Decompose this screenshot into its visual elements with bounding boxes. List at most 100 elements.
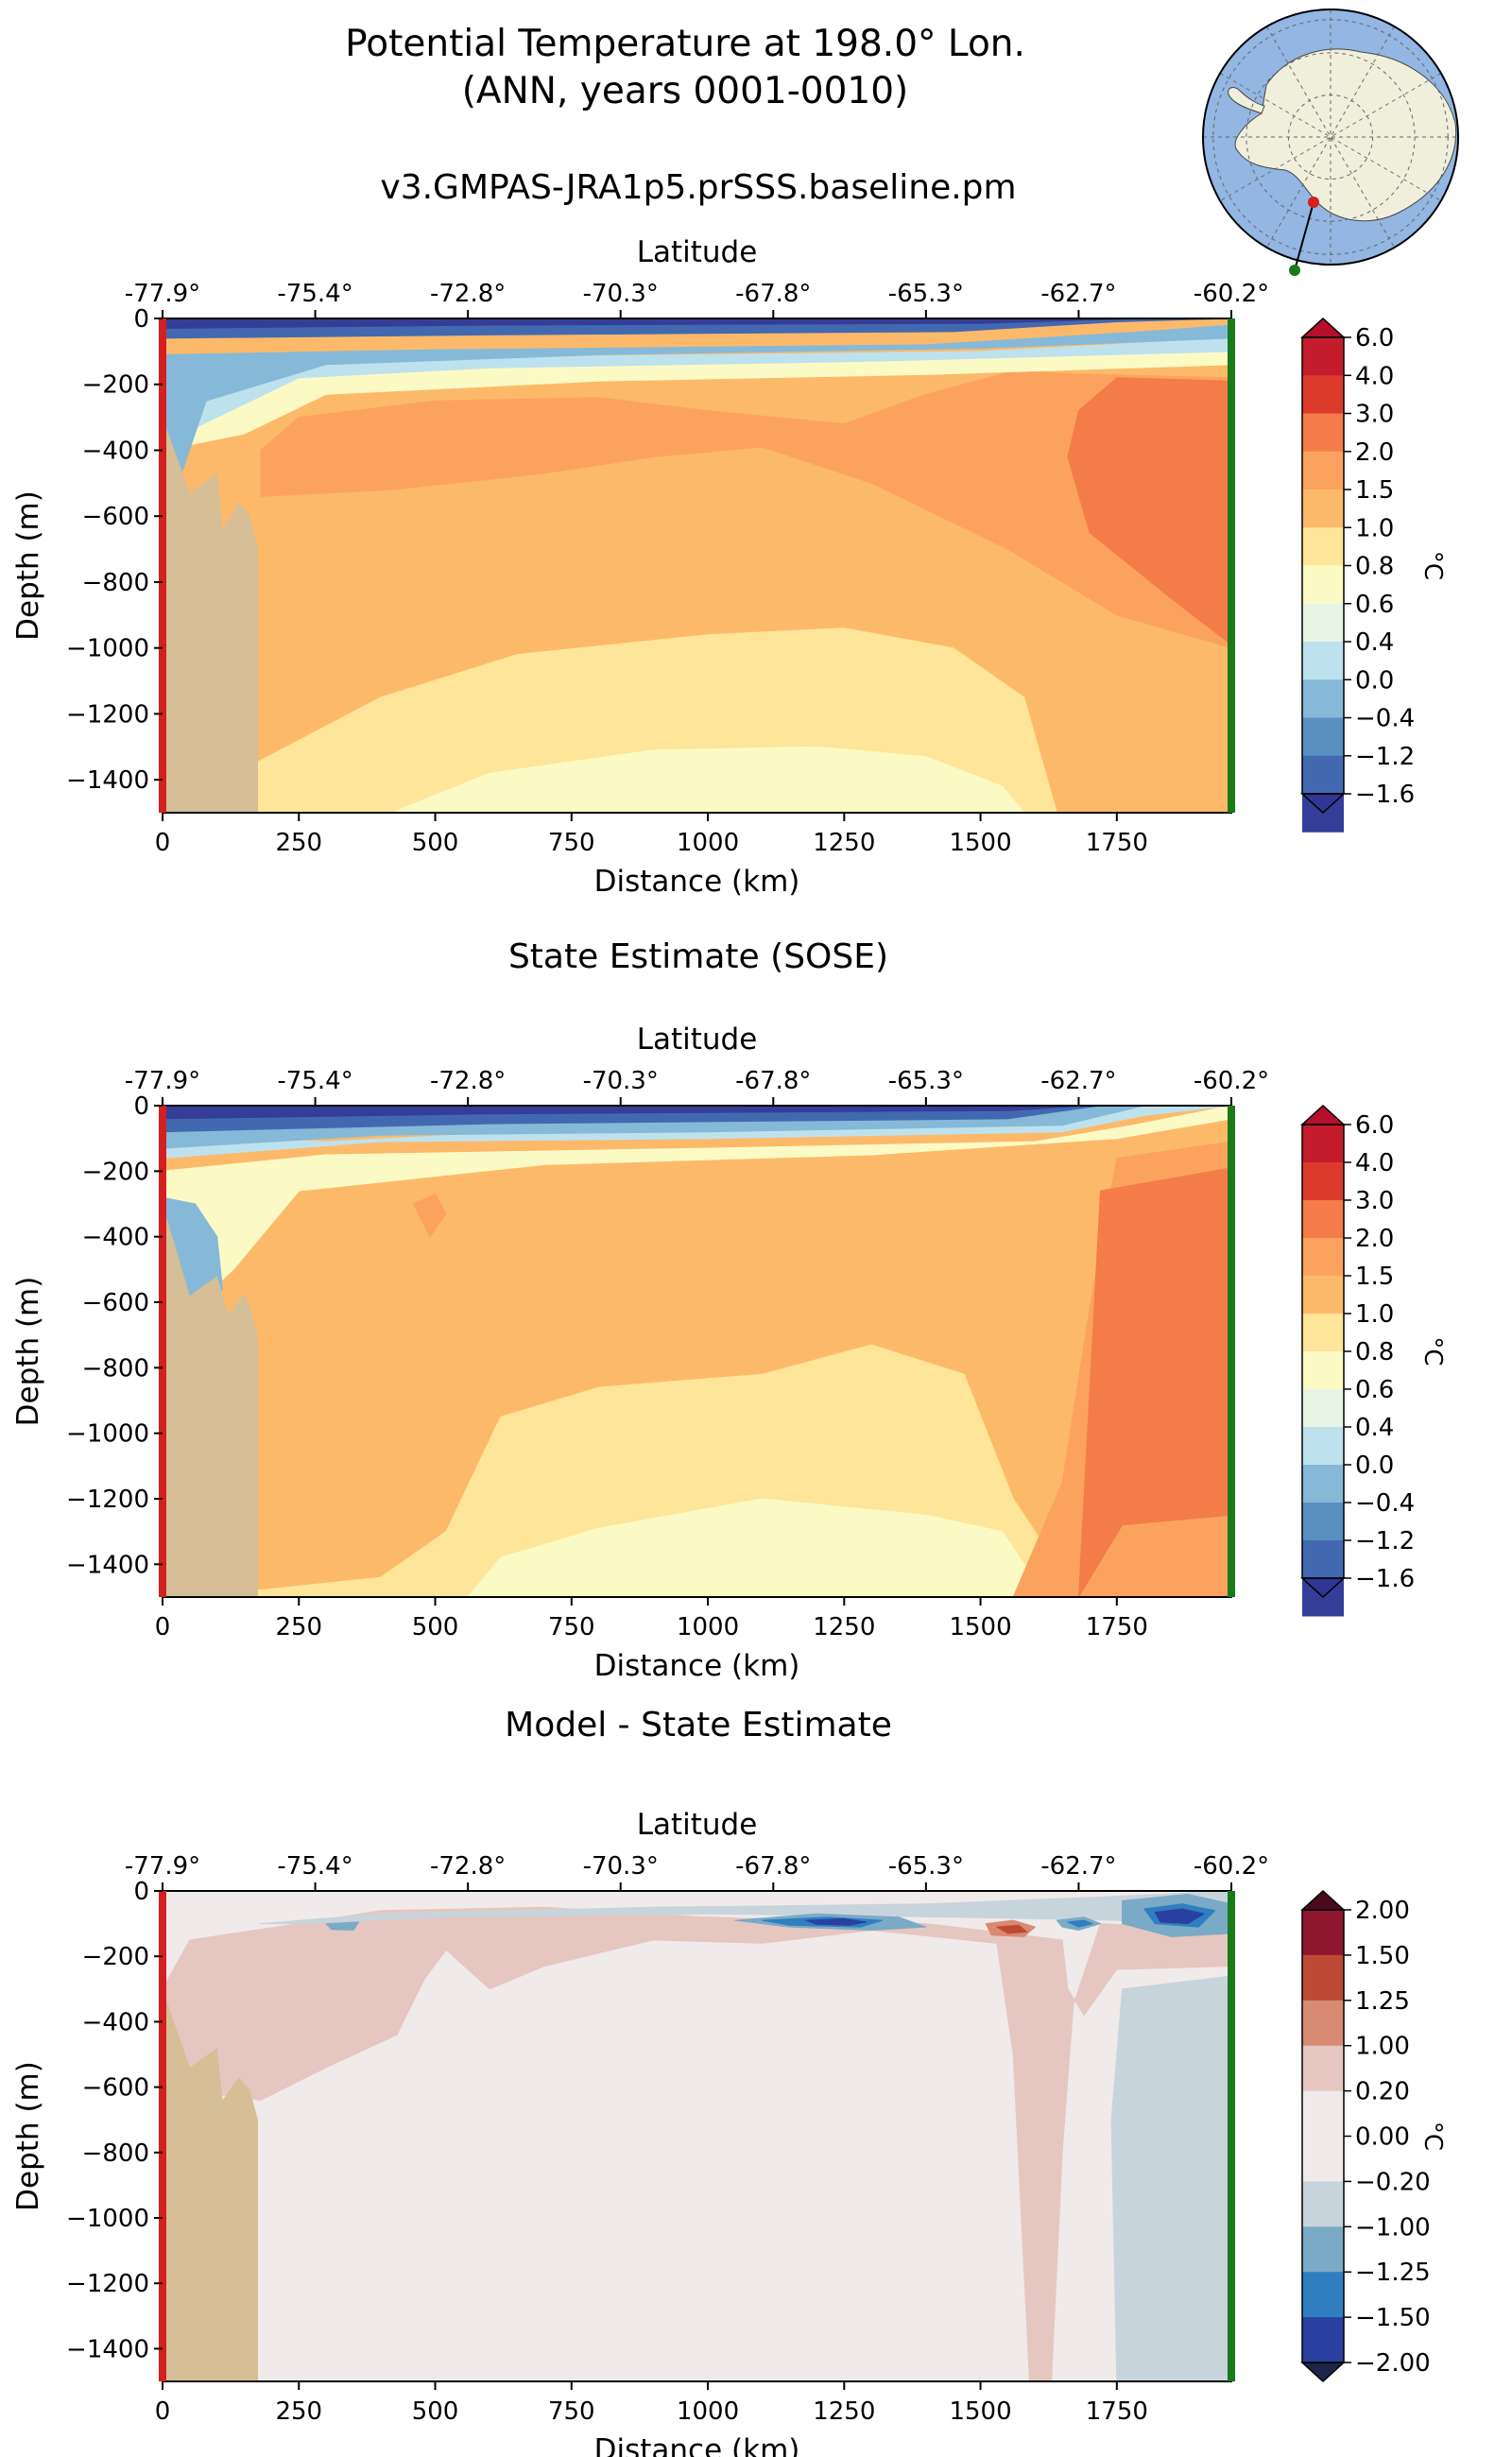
y-tick-label: −600 xyxy=(82,1289,149,1317)
colorbar-band-12 xyxy=(1302,755,1344,795)
colorbar-band-4 xyxy=(1302,2045,1344,2092)
x-tick-label: 1250 xyxy=(813,1613,875,1641)
top-tick-label: -62.7° xyxy=(1040,1852,1116,1881)
colorbar-tick-label: −1.00 xyxy=(1355,2213,1431,2242)
top-tick-label: -67.8° xyxy=(735,1852,811,1881)
contour-band-4 xyxy=(260,1891,1231,1931)
top-tick-label: -65.3° xyxy=(888,1067,964,1095)
top-axis-label: Latitude xyxy=(637,235,758,269)
x-tick-label: 1750 xyxy=(1086,1613,1148,1641)
y-tick-label: −1200 xyxy=(66,2270,149,2298)
colorbar-tick-label: 0.0 xyxy=(1355,666,1394,695)
x-tick-label: 1750 xyxy=(1086,829,1148,857)
contour-band-11 xyxy=(163,1106,1091,1120)
x-axis-label: Distance (km) xyxy=(594,865,800,899)
longitude-gridline xyxy=(1219,73,1442,201)
top-tick-label: -70.3° xyxy=(583,280,659,308)
top-tick-label: -77.9° xyxy=(125,1852,200,1881)
contour-band-10 xyxy=(1154,1908,1205,1925)
top-tick-label: -67.8° xyxy=(735,280,811,308)
colorbar-tick-label: 0.6 xyxy=(1355,591,1394,619)
colorbar-tick-label: 0.00 xyxy=(1355,2123,1410,2152)
colorbar-band-1 xyxy=(1302,1910,1344,1956)
x-tick-label: 250 xyxy=(275,2397,322,2426)
y-tick-label: −600 xyxy=(82,503,149,531)
colorbar-band-1 xyxy=(1302,337,1344,376)
x-tick-label: 0 xyxy=(155,2397,171,2426)
top-tick-label: -75.4° xyxy=(277,1852,352,1881)
colorbar-tick-label: 6.0 xyxy=(1355,1111,1394,1140)
contour-band-4 xyxy=(260,370,1231,649)
contour-band-1 xyxy=(163,1891,1231,2381)
colorbar-band-2 xyxy=(1302,375,1344,414)
contour-band-5 xyxy=(1077,1167,1231,1597)
colorbar-band-2 xyxy=(1302,1162,1344,1201)
y-tick-label: −800 xyxy=(82,2139,149,2168)
colorbar-tick-label: −2.00 xyxy=(1355,2349,1431,2378)
panel-2-title: State Estimate (SOSE) xyxy=(507,937,889,976)
contour-band-5 xyxy=(1067,377,1231,645)
panel-1-title: v3.GMPAS-JRA1p5.prSSS.baseline.pm xyxy=(380,168,1017,207)
top-tick-label: -75.4° xyxy=(277,1067,352,1095)
colorbar-tick-label: −1.6 xyxy=(1355,1565,1415,1593)
contour-band-10 xyxy=(163,318,1145,329)
colorbar-band-8 xyxy=(1302,2226,1344,2273)
x-tick-label: 1750 xyxy=(1086,2397,1148,2426)
x-tick-label: 1000 xyxy=(677,1613,739,1641)
antarctic-peninsula-shape xyxy=(1228,87,1265,114)
y-axis-label: Depth (m) xyxy=(11,2061,45,2211)
colorbar-band-6 xyxy=(1302,1314,1344,1352)
contour-band-6 xyxy=(412,1194,447,1238)
contour-band-15 xyxy=(996,1924,1028,1934)
colorbar: 2.00 1.50 1.25 1.00 0.20 0.00 −0.20 −1.00 −1.25 −… xyxy=(1300,1889,1447,2383)
x-tick-label: 1000 xyxy=(677,829,739,857)
colorbar-band-11 xyxy=(1302,1503,1344,1541)
top-tick-label: -72.8° xyxy=(430,1852,506,1881)
y-axis-label: Depth (m) xyxy=(11,1277,45,1427)
colorbar-band-9 xyxy=(1302,2272,1344,2318)
top-tick-label: -60.2° xyxy=(1194,1067,1269,1095)
colorbar-tick-label: −1.50 xyxy=(1355,2304,1431,2332)
colorbar-tick-label: 2.00 xyxy=(1355,1897,1410,1925)
x-tick-label: 500 xyxy=(412,1613,459,1641)
colorbar-tick-label: 1.0 xyxy=(1355,514,1394,542)
x-axis-label: Distance (km) xyxy=(594,1649,800,1683)
panel-1: 0 250 500 750 1000 1250 1500 1750 Distance (km) 0… xyxy=(11,235,1447,899)
x-tick-label: 750 xyxy=(548,1613,595,1641)
contour-band-13 xyxy=(325,1921,360,1931)
colorbar-band-3 xyxy=(1302,2000,1344,2047)
colorbar-tick-label: 3.0 xyxy=(1355,1187,1394,1215)
colorbar-tick-label: −0.20 xyxy=(1355,2168,1431,2196)
contour-band-7 xyxy=(163,337,1231,444)
x-tick-label: 1250 xyxy=(813,829,875,857)
y-tick-label: −200 xyxy=(82,1158,149,1186)
longitude-gridline xyxy=(1219,73,1442,201)
x-tick-label: 1500 xyxy=(949,829,1011,857)
section-end-dot xyxy=(1289,265,1300,276)
colorbar-band-9 xyxy=(1302,1427,1344,1466)
y-tick-label: −400 xyxy=(82,437,149,465)
x-axis-label: Distance (km) xyxy=(594,2433,800,2457)
top-tick-label: -70.3° xyxy=(583,1067,659,1095)
contour-band-7 xyxy=(163,1106,1231,1336)
colorbar-tick-label: 1.0 xyxy=(1355,1300,1394,1329)
colorbar-tick-label: 4.0 xyxy=(1355,1149,1394,1177)
x-tick-label: 1250 xyxy=(813,2397,875,2426)
y-tick-label: −1400 xyxy=(66,766,149,795)
colorbar-band-8 xyxy=(1302,603,1344,643)
contour-field xyxy=(163,1891,1231,2381)
colorbar-tick-label: 1.00 xyxy=(1355,2033,1410,2061)
y-tick-label: −800 xyxy=(82,1354,149,1383)
y-tick-label: 0 xyxy=(133,305,149,334)
colorbar-band-12 xyxy=(1302,1540,1344,1579)
colorbar-band-11 xyxy=(1302,717,1344,757)
panel-3-title: Model - State Estimate xyxy=(505,1706,892,1744)
inset-map xyxy=(1202,9,1459,276)
colorbar-tick-label: 2.0 xyxy=(1355,1225,1394,1253)
top-tick-label: -62.7° xyxy=(1040,280,1116,308)
x-tick-label: 750 xyxy=(548,829,595,857)
panel-2: 0 250 500 750 1000 1250 1500 1750 Distance (km) 0… xyxy=(11,1022,1447,1683)
colorbar-tick-label: −1.6 xyxy=(1355,781,1415,809)
colorbar-tick-label: 0.0 xyxy=(1355,1452,1394,1480)
y-tick-label: 0 xyxy=(133,1092,149,1121)
